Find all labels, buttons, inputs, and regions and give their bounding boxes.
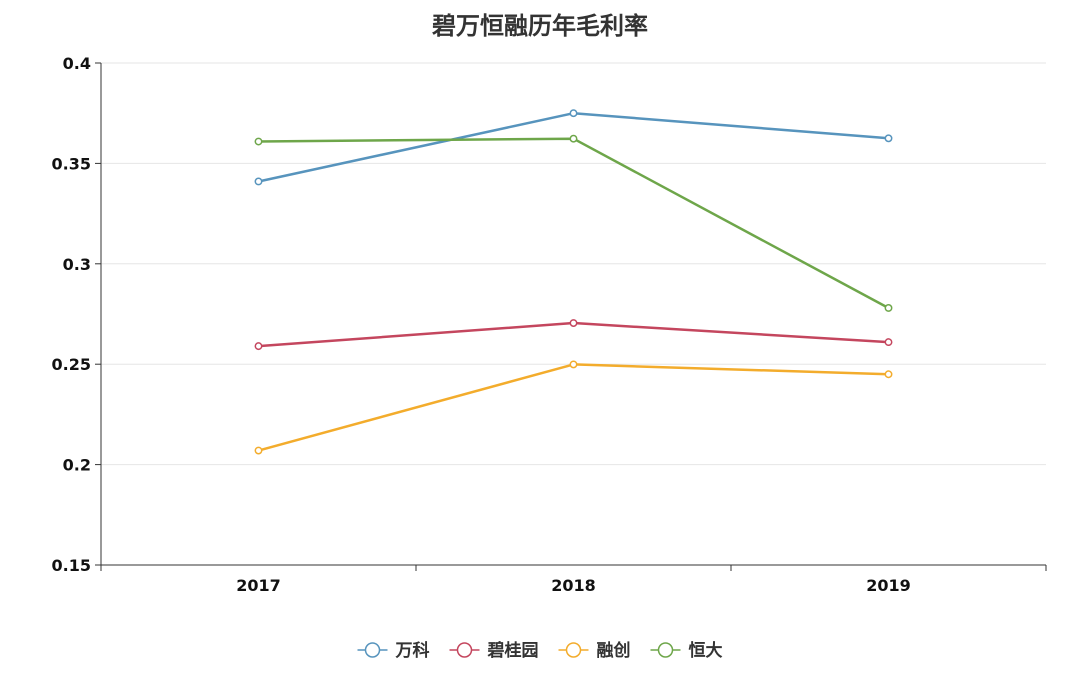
data-point[interactable] xyxy=(569,109,578,118)
legend[interactable]: 万科 碧桂园 融创 恒大 xyxy=(357,640,723,661)
series-line xyxy=(258,111,889,183)
legend-label: 恒大 xyxy=(689,640,723,661)
series-3 xyxy=(254,360,893,455)
y-tick-label: 0.2 xyxy=(63,456,91,475)
legend-circle-icon xyxy=(565,642,582,658)
x-tick-label: 2017 xyxy=(236,576,281,595)
y-tick-label: 0.4 xyxy=(63,54,91,73)
x-tick-label: 2019 xyxy=(866,576,911,595)
series-2 xyxy=(254,319,893,351)
data-point[interactable] xyxy=(569,319,578,327)
data-point[interactable] xyxy=(254,342,263,351)
data-point[interactable] xyxy=(884,370,893,379)
series-line xyxy=(258,137,890,310)
data-point[interactable] xyxy=(254,177,263,186)
legend-item-1[interactable]: 万科 xyxy=(357,640,430,661)
y-tick-label: 0.25 xyxy=(52,355,91,374)
data-point[interactable] xyxy=(254,446,263,455)
legend-item-2[interactable]: 碧桂园 xyxy=(449,640,539,661)
y-tick-label: 0.3 xyxy=(63,255,91,274)
data-point[interactable] xyxy=(884,134,893,143)
series-layer xyxy=(254,109,893,455)
legend-item-4[interactable]: 恒大 xyxy=(650,640,723,661)
data-point[interactable] xyxy=(884,304,893,312)
data-point[interactable] xyxy=(569,360,578,369)
chart-title: 碧万恒融历年毛利率 xyxy=(432,12,648,40)
legend-label: 融创 xyxy=(597,640,631,661)
legend-circle-icon xyxy=(456,642,473,658)
legend-label: 碧桂园 xyxy=(487,640,539,661)
data-point[interactable] xyxy=(569,134,578,143)
series-1 xyxy=(254,109,893,186)
legend-circle-icon xyxy=(657,642,674,658)
y-tick-label: 0.35 xyxy=(52,154,91,173)
series-line xyxy=(258,363,889,452)
legend-label: 万科 xyxy=(395,640,430,661)
data-point[interactable] xyxy=(884,338,893,347)
series-4 xyxy=(254,134,893,312)
grid-layer xyxy=(101,62,1046,466)
legend-circle-icon xyxy=(364,642,381,658)
x-tick-label: 2018 xyxy=(551,576,596,595)
axis-layer: 0.15 0.2 0.25 0.3 0.35 0.4 2017 2018 2019 xyxy=(52,54,1047,595)
legend-item-3[interactable]: 融创 xyxy=(558,640,631,661)
y-tick-label: 0.15 xyxy=(52,556,91,575)
data-point[interactable] xyxy=(254,137,263,146)
